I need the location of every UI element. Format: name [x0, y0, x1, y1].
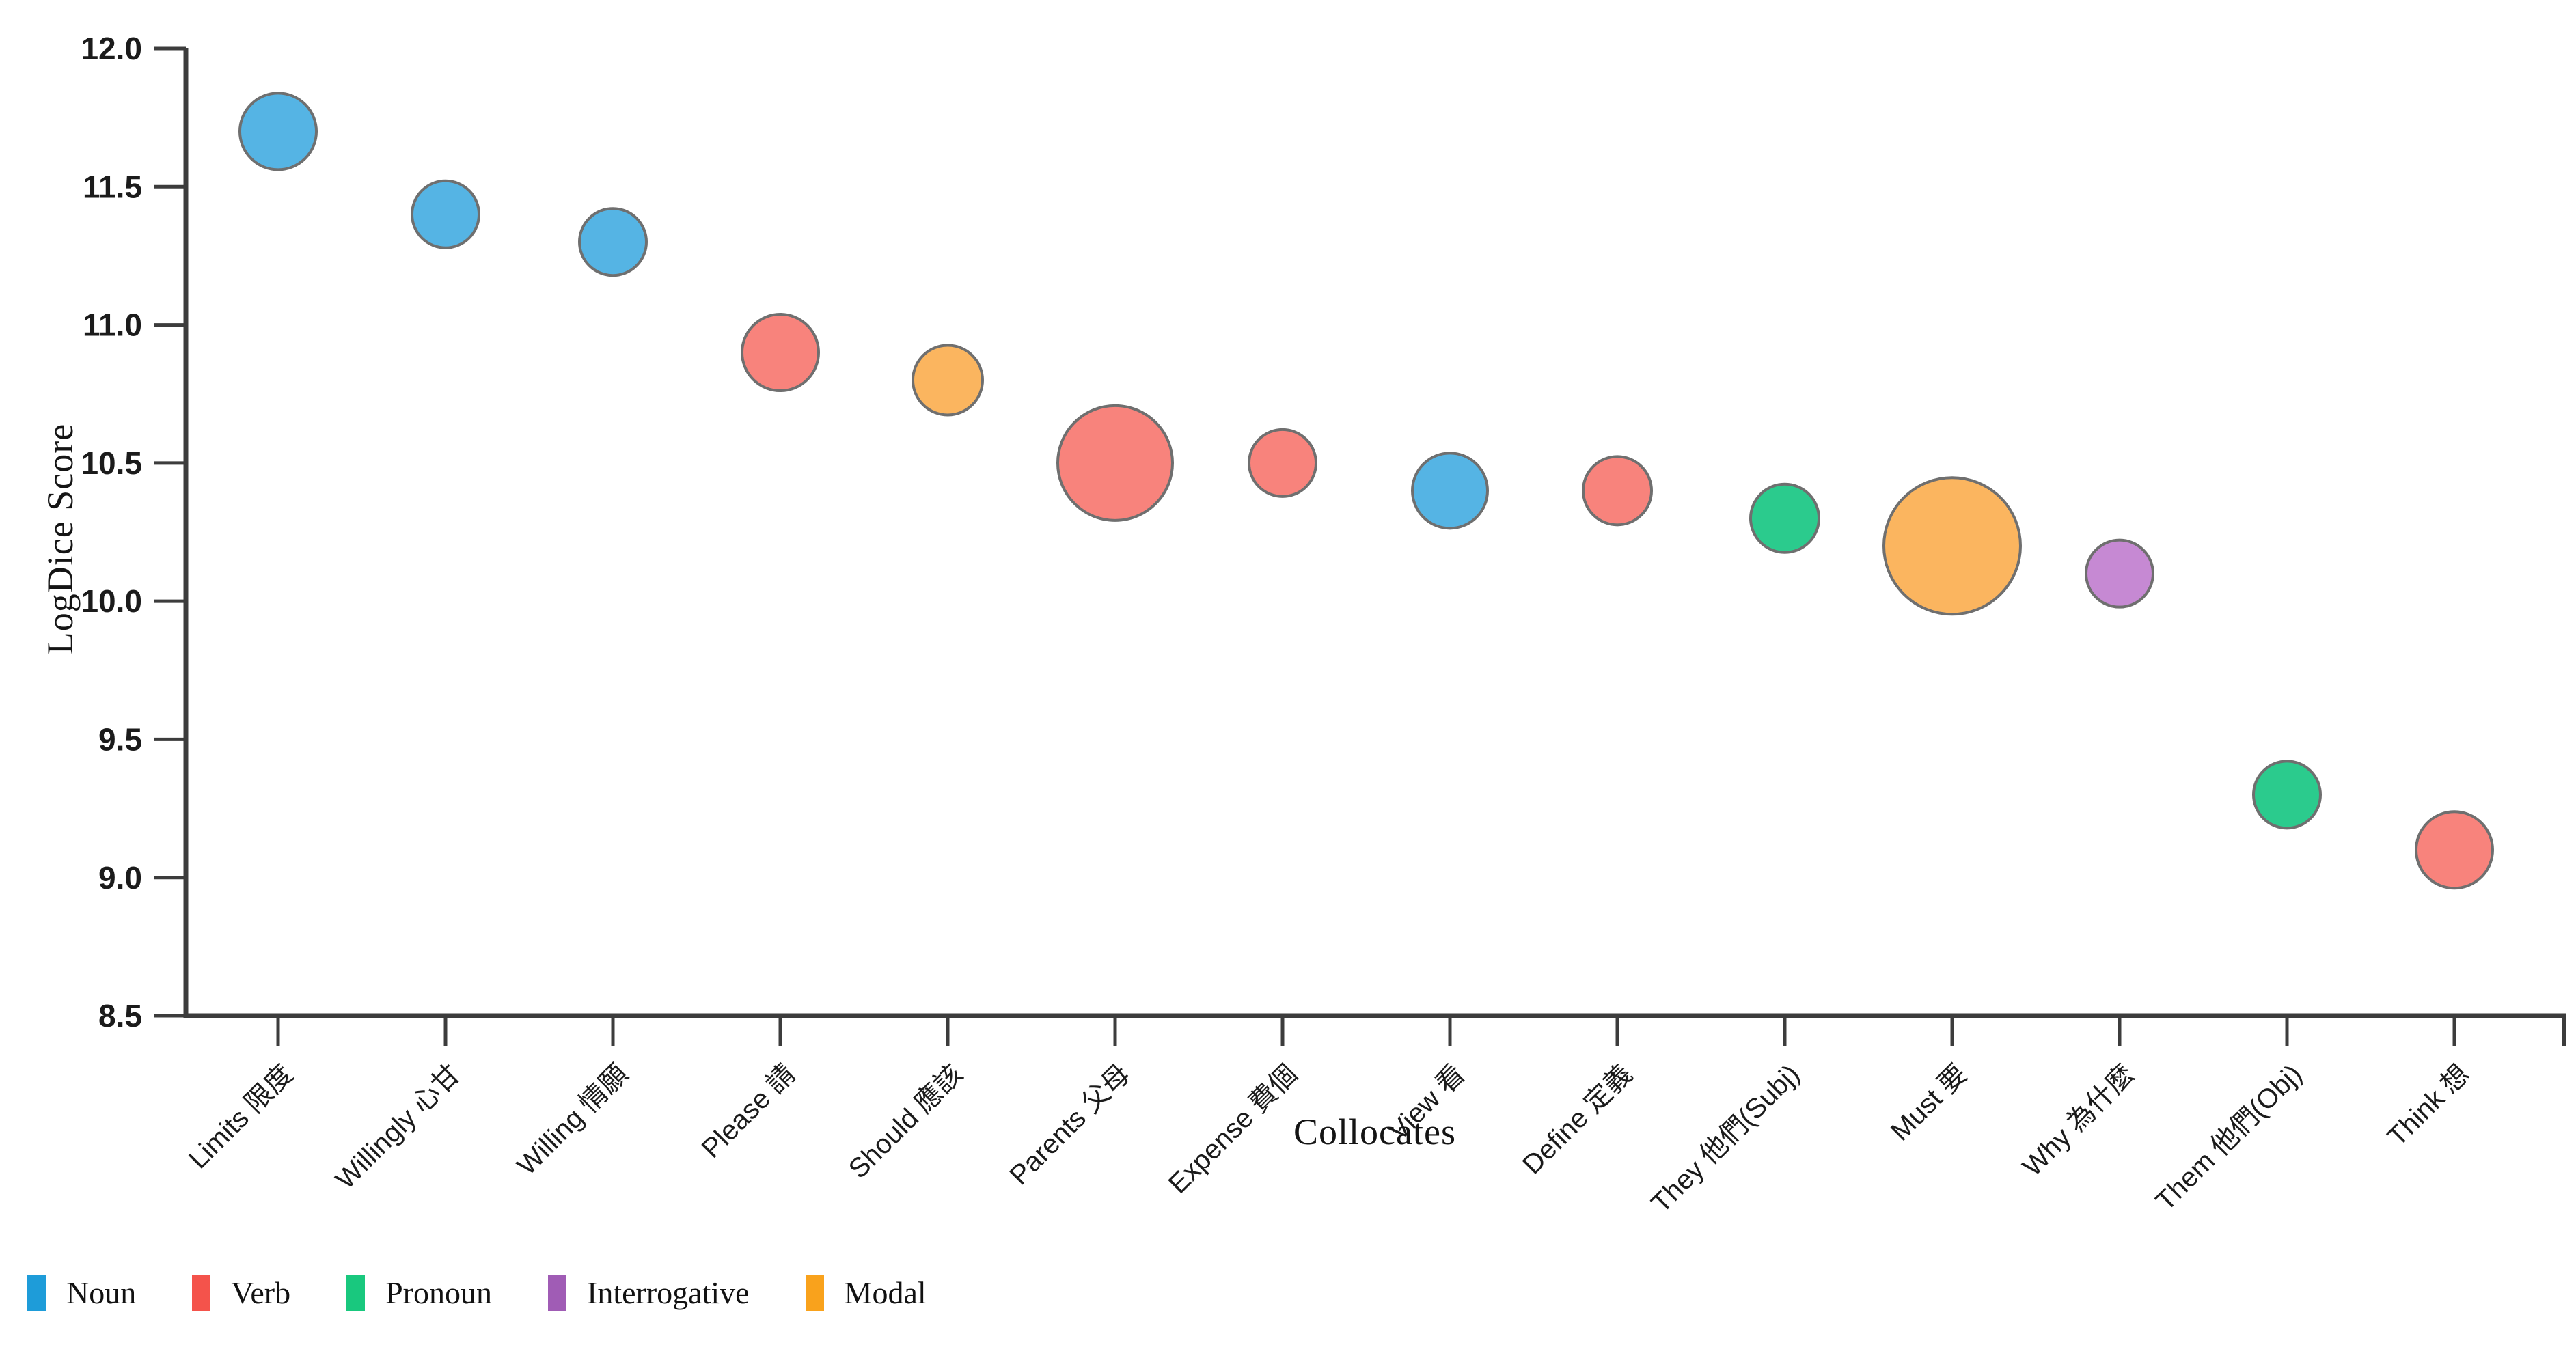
legend-label: Noun	[66, 1275, 137, 1310]
y-axis-title: LogDice Score	[40, 423, 81, 655]
category-label: Limits 限度	[183, 1059, 299, 1174]
bubble-modal	[912, 344, 984, 417]
legend-item: Verb	[192, 1275, 290, 1311]
y-tick-label: 11.5	[83, 169, 142, 204]
legend-item: Noun	[27, 1275, 136, 1311]
bubble-verb	[2415, 810, 2494, 890]
bubble-modal	[1882, 476, 2022, 616]
y-tick-label: 8.5	[98, 998, 142, 1033]
category-label: Them 他們(Obj)	[2150, 1059, 2308, 1217]
category-label: Willingly 心甘	[330, 1059, 466, 1195]
bubble-interrogative	[2085, 538, 2154, 609]
category-label: Must 要	[1885, 1059, 1973, 1147]
legend-item: Pronoun	[346, 1275, 492, 1311]
category-label: Think 想	[2382, 1059, 2475, 1152]
category-label: Please 請	[696, 1059, 801, 1164]
bubble-pronoun	[2252, 760, 2322, 830]
legend-swatch	[27, 1275, 46, 1311]
legend-label: Interrogative	[587, 1275, 750, 1310]
y-tick-label: 10.5	[81, 445, 142, 481]
bubble-verb	[1056, 404, 1174, 522]
bubble-noun	[1411, 452, 1489, 530]
legend-item: Interrogative	[548, 1275, 750, 1311]
category-label: They 他們(Subj)	[1645, 1059, 1805, 1219]
y-tick-label: 9.5	[98, 722, 142, 758]
category-label: Parents 父母	[1004, 1059, 1136, 1191]
legend-swatch	[346, 1275, 366, 1311]
y-tick-label: 10.0	[81, 583, 142, 619]
category-label: Willing 情願	[512, 1059, 634, 1181]
legend-swatch	[192, 1275, 211, 1311]
legend-swatch	[548, 1275, 566, 1311]
category-label: Why 為什麼	[2017, 1059, 2140, 1182]
bubble-noun	[238, 92, 318, 171]
legend-label: Modal	[844, 1275, 927, 1310]
legend-item: Modal	[805, 1275, 927, 1311]
x-axis-title: Collocates	[1293, 1111, 1456, 1152]
legend-label: Pronoun	[385, 1275, 492, 1310]
legend-label: Verb	[231, 1275, 291, 1310]
bubble-pronoun	[1749, 482, 1820, 554]
bubble-noun	[411, 179, 480, 249]
bubble-verb	[1582, 455, 1653, 527]
y-tick-label: 11.0	[83, 307, 142, 343]
legend: Noun Verb Pronoun Interrogative Modal	[27, 1275, 927, 1311]
bubble-noun	[578, 207, 648, 277]
bubble-verb	[1248, 428, 1317, 498]
legend-swatch	[805, 1275, 824, 1311]
y-tick-label: 12.0	[81, 31, 142, 66]
y-tick-label: 9.0	[98, 860, 142, 896]
category-label: Should 應該	[843, 1059, 969, 1184]
bubble-verb	[741, 313, 820, 393]
